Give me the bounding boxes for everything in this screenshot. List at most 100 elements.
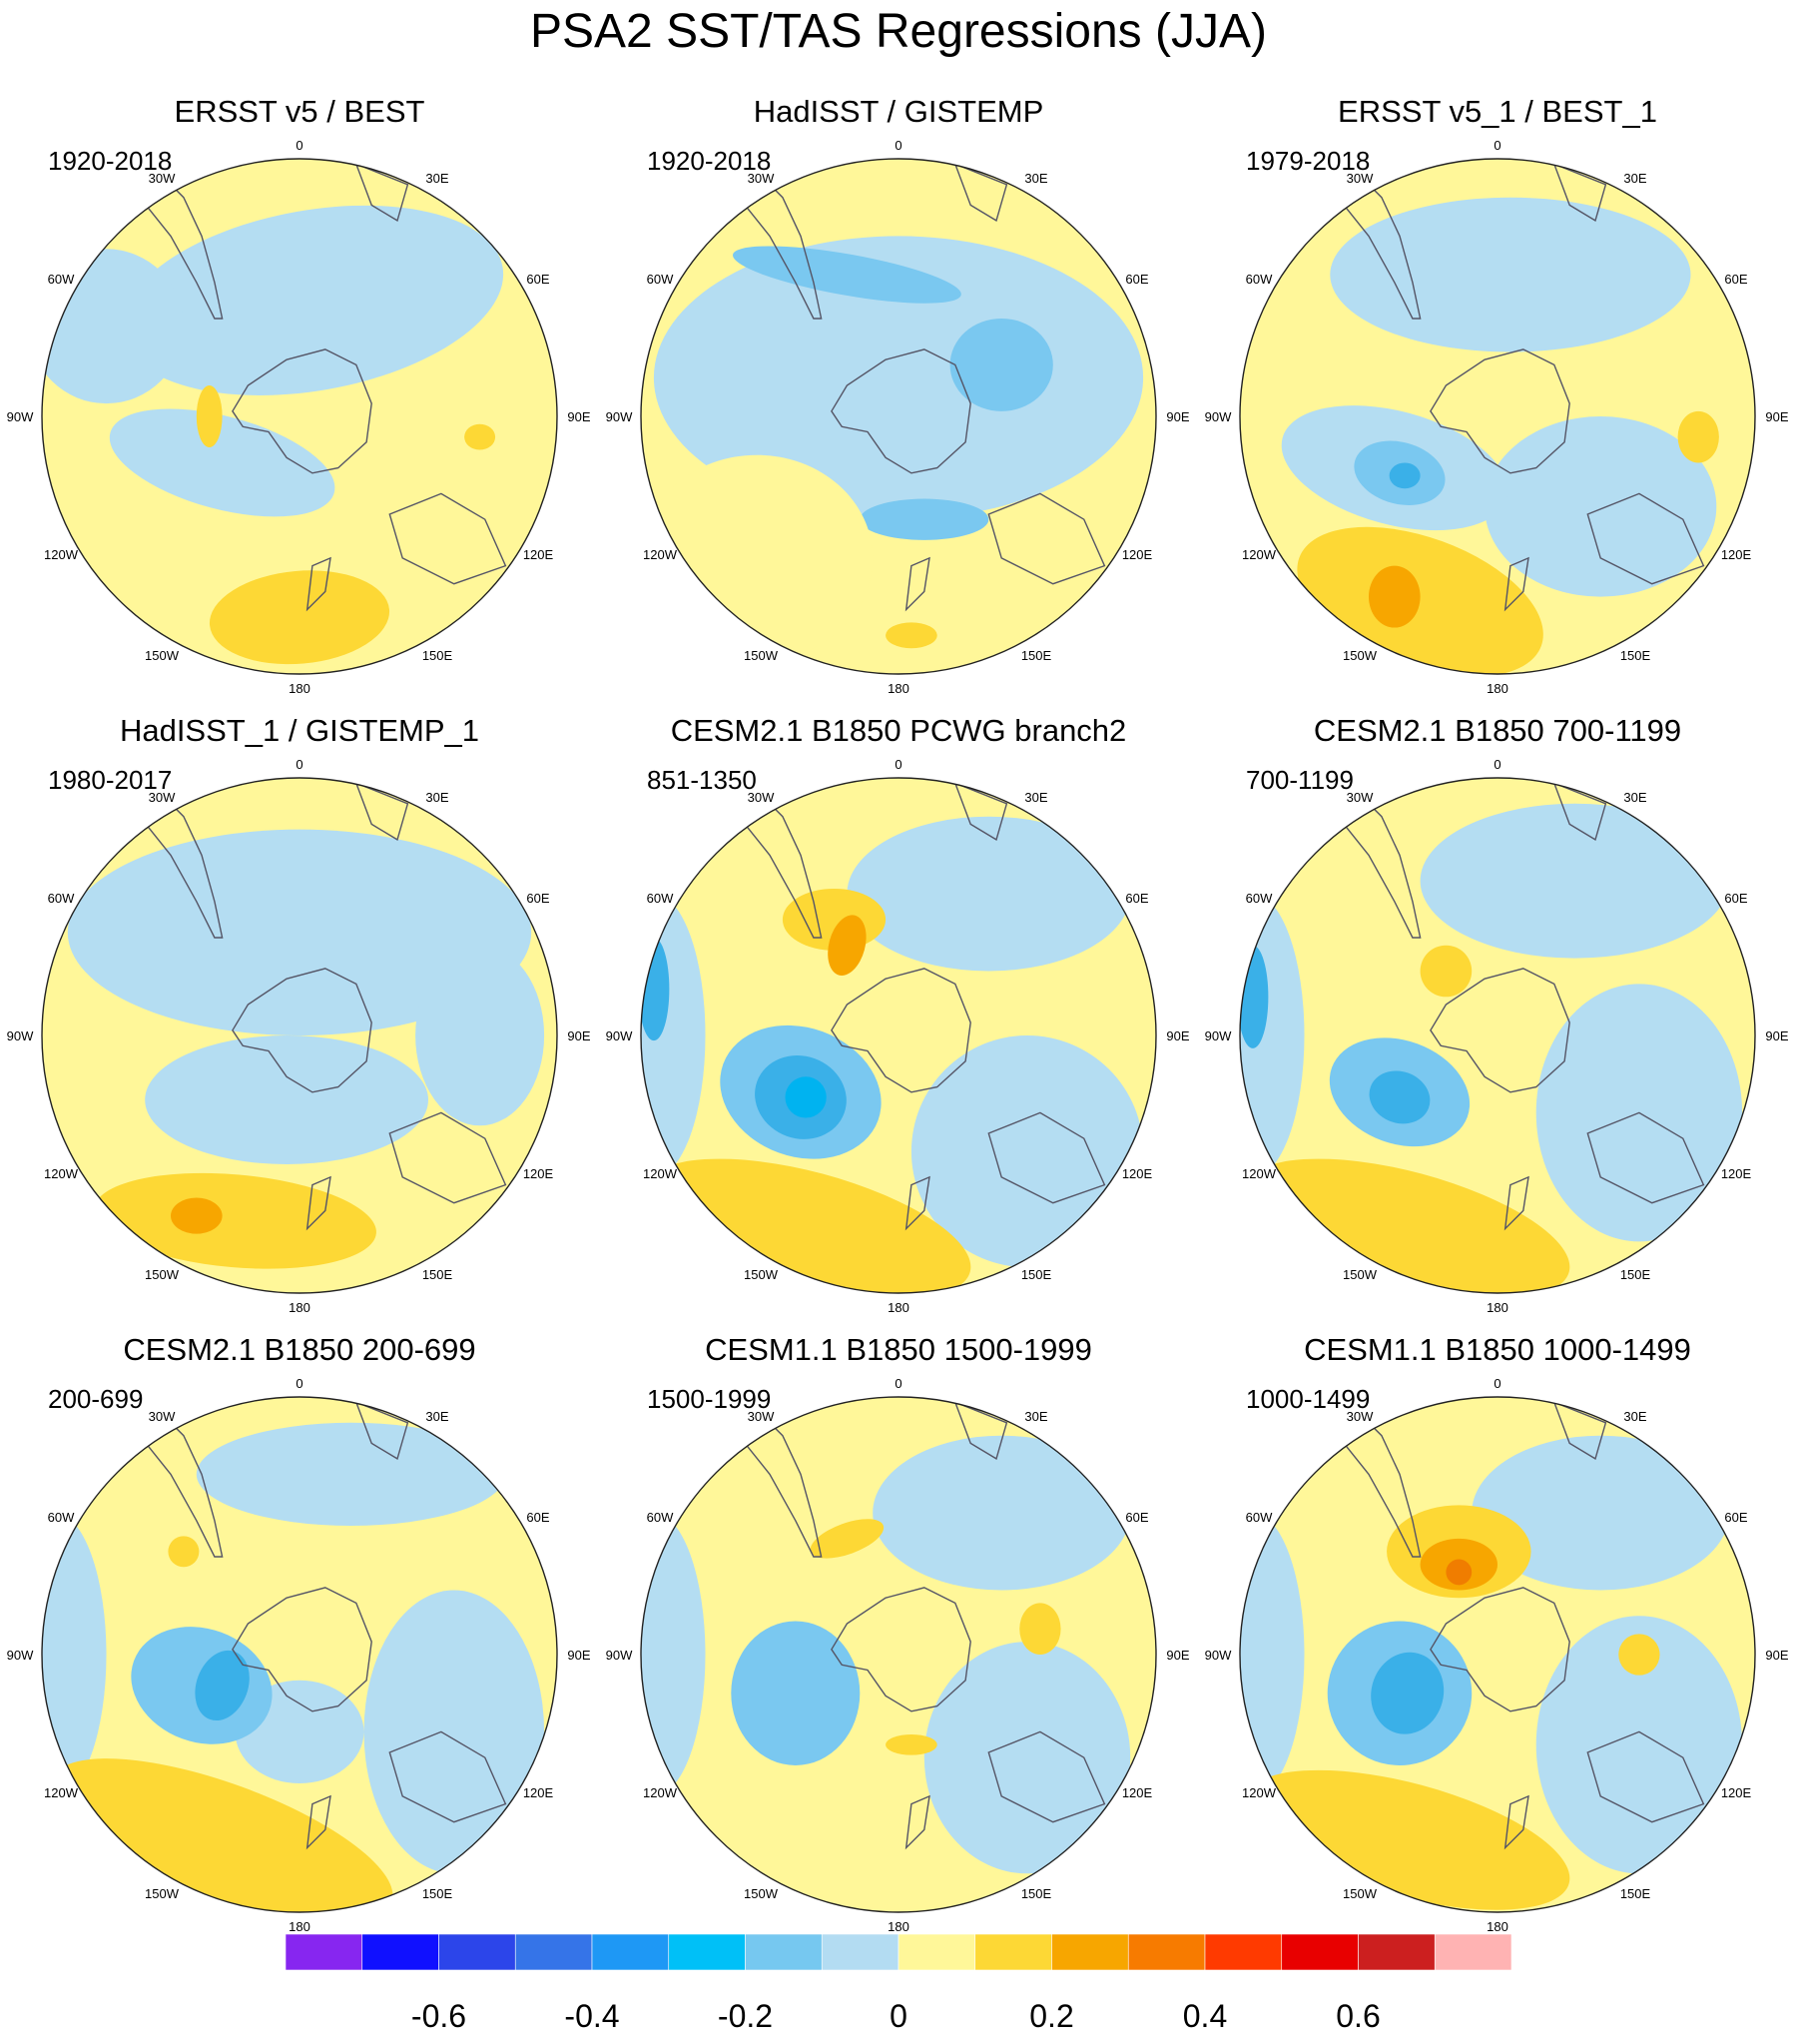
contour-region xyxy=(828,915,867,976)
africa-coastline xyxy=(953,1400,1008,1460)
contour-region xyxy=(1677,410,1719,463)
colorbar-tick-label: 0.6 xyxy=(1336,1998,1380,2034)
longitude-label: 0 xyxy=(895,757,901,772)
longitude-label: 150W xyxy=(145,1267,180,1282)
longitude-label: 150E xyxy=(1620,1267,1651,1282)
longitude-label: 0 xyxy=(296,1376,302,1391)
longitude-label: 180 xyxy=(1487,1919,1508,1934)
longitude-label: 30E xyxy=(1024,790,1047,805)
longitude-label: 120E xyxy=(1721,1785,1752,1800)
longitude-label: 90W xyxy=(1205,1648,1232,1663)
map-panel: 0 30E 60E 90E 120E 150E 180 150W 120W 90W 60W 30W CE… xyxy=(599,1330,1198,1949)
longitude-label: 60E xyxy=(526,1510,549,1525)
map-panel: 0 30E 60E 90E 120E 150E 180 150W 120W 90W 60W 30W ER… xyxy=(0,92,599,711)
panel-title: HadISST / GISTEMP xyxy=(753,94,1044,129)
new-zealand-coastline xyxy=(305,556,331,612)
longitude-label: 90E xyxy=(1166,409,1189,424)
longitude-label: 150E xyxy=(422,1886,453,1901)
contour-region xyxy=(1240,945,1269,1048)
antarctica-coastline xyxy=(232,968,372,1093)
panel-period: 1920-2018 xyxy=(647,146,772,176)
longitude-label: 90W xyxy=(606,1648,633,1663)
longitude-label: 120W xyxy=(44,1166,79,1181)
longitude-label: 30W xyxy=(748,171,775,186)
panel-period: 1920-2018 xyxy=(48,146,173,176)
contour-region xyxy=(1618,1634,1660,1676)
polar-map: 0 30E 60E 90E 120E 150E 180 150W 120W 90W 60W 30W xyxy=(606,138,1190,696)
longitude-label: 150W xyxy=(1343,648,1378,663)
south-america-coastline xyxy=(139,170,224,320)
longitude-label: 60E xyxy=(1724,1510,1747,1525)
longitude-label: 120W xyxy=(44,547,79,562)
new-zealand-coastline xyxy=(305,1794,331,1850)
longitude-label: 60E xyxy=(1125,891,1148,906)
contour-region xyxy=(1240,1513,1305,1796)
contour-region xyxy=(196,1422,506,1526)
contour-region xyxy=(860,498,989,540)
longitude-label: 30E xyxy=(1623,1409,1646,1424)
panel-period: 1979-2018 xyxy=(1246,146,1371,176)
panel-period: 1500-1999 xyxy=(647,1384,772,1414)
new-zealand-coastline xyxy=(904,1175,930,1231)
contour-region xyxy=(209,570,390,665)
map-panel: 0 30E 60E 90E 120E 150E 180 150W 120W 90W 60W 30W CE… xyxy=(599,711,1198,1330)
contour-region xyxy=(949,318,1053,411)
colorbar-tick-label: 0.4 xyxy=(1183,1998,1227,2034)
panel-title: CESM1.1 B1850 1500-1999 xyxy=(705,1332,1092,1367)
contour-region xyxy=(641,1513,706,1796)
contour-region xyxy=(464,423,496,450)
new-zealand-coastline xyxy=(1503,1175,1529,1231)
longitude-label: 150W xyxy=(744,1886,779,1901)
longitude-label: 0 xyxy=(1494,1376,1500,1391)
longitude-label: 90E xyxy=(1765,409,1788,424)
contour-region xyxy=(1245,1769,1570,1910)
map-boundary xyxy=(1239,777,1756,1294)
longitude-label: 150E xyxy=(1620,648,1651,663)
australia-coastline xyxy=(987,492,1106,585)
contour-region xyxy=(810,1519,885,1559)
map-boundary xyxy=(640,777,1157,1294)
longitude-label: 60E xyxy=(526,272,549,287)
longitude-label: 150E xyxy=(1021,1267,1052,1282)
longitude-label: 60E xyxy=(1125,272,1148,287)
south-america-coastline xyxy=(139,789,224,939)
longitude-label: 60W xyxy=(1246,272,1273,287)
longitude-label: 90E xyxy=(1166,1028,1189,1043)
polar-map: 0 30E 60E 90E 120E 150E 180 150W 120W 90W 60W 30W xyxy=(1205,138,1789,696)
longitude-label: 180 xyxy=(888,1300,909,1315)
longitude-label: 120W xyxy=(44,1785,79,1800)
panel-period: 700-1199 xyxy=(1246,765,1354,795)
longitude-label: 30E xyxy=(1024,171,1047,186)
longitude-label: 120W xyxy=(643,1785,678,1800)
contour-region xyxy=(653,236,1144,520)
antarctica-coastline xyxy=(232,1587,372,1712)
longitude-label: 120E xyxy=(1721,547,1752,562)
south-america-coastline xyxy=(738,170,823,320)
south-america-coastline xyxy=(738,1408,823,1558)
polar-map: 0 30E 60E 90E 120E 150E 180 150W 120W 90W 60W 30W xyxy=(606,1376,1190,1934)
longitude-label: 0 xyxy=(895,1376,901,1391)
longitude-label: 0 xyxy=(296,138,302,153)
polar-map: 0 30E 60E 90E 120E 150E 180 150W 120W 90W 60W 30W xyxy=(7,1376,591,1934)
longitude-label: 150W xyxy=(744,1267,779,1282)
longitude-label: 0 xyxy=(1494,757,1500,772)
panel-period: 200-699 xyxy=(48,1384,144,1414)
map-boundary xyxy=(640,158,1157,675)
longitude-label: 90W xyxy=(1205,409,1232,424)
longitude-label: 120W xyxy=(643,1166,678,1181)
south-america-coastline xyxy=(1337,789,1422,939)
longitude-label: 90W xyxy=(7,1648,34,1663)
panel-title: CESM2.1 B1850 700-1199 xyxy=(1313,713,1682,748)
polar-map: 0 30E 60E 90E 120E 150E 180 150W 120W 90W 60W 30W xyxy=(606,757,1190,1315)
antarctica-coastline xyxy=(1430,348,1570,474)
longitude-label: 60W xyxy=(1246,1510,1273,1525)
longitude-label: 180 xyxy=(1487,1300,1508,1315)
panel-period: 1980-2017 xyxy=(48,765,173,795)
longitude-label: 90W xyxy=(1205,1028,1232,1043)
new-zealand-coastline xyxy=(904,556,930,612)
africa-coastline xyxy=(354,781,409,841)
contour-region xyxy=(1369,565,1421,628)
longitude-label: 150W xyxy=(145,648,180,663)
australia-coastline xyxy=(1586,1111,1705,1204)
longitude-label: 30E xyxy=(1024,1409,1047,1424)
